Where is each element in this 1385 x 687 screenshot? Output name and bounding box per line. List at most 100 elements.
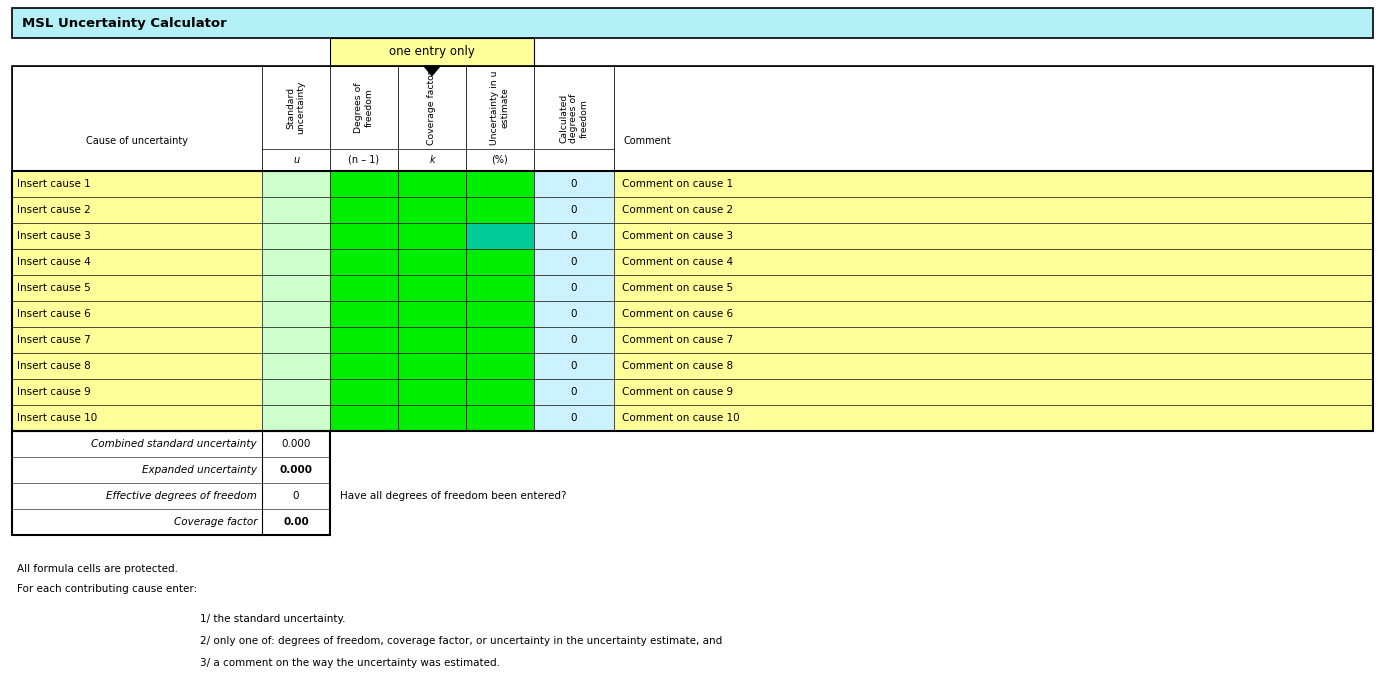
Text: Effective degrees of freedom: Effective degrees of freedom: [107, 491, 258, 501]
Text: Coverage factor: Coverage factor: [428, 70, 436, 145]
Text: (%): (%): [492, 155, 508, 165]
Bar: [465, 249, 535, 275]
Bar: [614, 405, 1373, 431]
Text: 0: 0: [571, 231, 578, 241]
Text: one entry only: one entry only: [389, 45, 475, 58]
Bar: [465, 197, 535, 223]
Text: Standard
uncertainty: Standard uncertainty: [287, 81, 306, 134]
Bar: [614, 197, 1373, 223]
Polygon shape: [424, 66, 440, 76]
Bar: [614, 249, 1373, 275]
Bar: [12, 66, 262, 171]
Bar: [12, 275, 262, 301]
Bar: [12, 353, 262, 379]
Bar: [12, 379, 262, 405]
Text: 0.00: 0.00: [283, 517, 309, 527]
Bar: [465, 223, 535, 249]
Text: 0: 0: [571, 205, 578, 215]
Bar: [262, 171, 330, 197]
Bar: [535, 275, 614, 301]
Text: 0: 0: [571, 283, 578, 293]
Bar: [330, 327, 397, 353]
Bar: [397, 405, 465, 431]
Text: Comment on cause 9: Comment on cause 9: [622, 387, 733, 397]
Text: Insert cause 6: Insert cause 6: [17, 309, 91, 319]
Bar: [465, 66, 535, 171]
Bar: [330, 223, 397, 249]
Bar: [262, 327, 330, 353]
Bar: [262, 223, 330, 249]
Bar: [330, 171, 397, 197]
Bar: [330, 275, 397, 301]
Bar: [465, 275, 535, 301]
Text: u: u: [294, 155, 299, 165]
Bar: [397, 249, 465, 275]
Bar: [12, 249, 262, 275]
Bar: [330, 301, 397, 327]
Text: 2/ only one of: degrees of freedom, coverage factor, or uncertainty in the uncer: 2/ only one of: degrees of freedom, cove…: [199, 636, 722, 646]
Text: Comment on cause 5: Comment on cause 5: [622, 283, 733, 293]
Bar: [535, 223, 614, 249]
Text: k: k: [429, 155, 435, 165]
Text: 0.000: 0.000: [281, 439, 310, 449]
Bar: [262, 66, 330, 171]
Bar: [614, 379, 1373, 405]
Bar: [465, 301, 535, 327]
Text: Comment on cause 1: Comment on cause 1: [622, 179, 733, 189]
Text: Insert cause 8: Insert cause 8: [17, 361, 91, 371]
Bar: [535, 327, 614, 353]
Text: 0.000: 0.000: [280, 465, 313, 475]
Bar: [330, 249, 397, 275]
Bar: [330, 197, 397, 223]
Text: Insert cause 4: Insert cause 4: [17, 257, 91, 267]
Text: 0: 0: [571, 335, 578, 345]
Bar: [397, 353, 465, 379]
Text: Cause of uncertainty: Cause of uncertainty: [86, 136, 188, 146]
Bar: [465, 379, 535, 405]
Text: Combined standard uncertainty: Combined standard uncertainty: [91, 439, 258, 449]
Bar: [535, 66, 614, 171]
Text: Comment on cause 8: Comment on cause 8: [622, 361, 733, 371]
Bar: [535, 171, 614, 197]
Bar: [397, 301, 465, 327]
Bar: [397, 327, 465, 353]
Bar: [330, 405, 397, 431]
Text: Expanded uncertainty: Expanded uncertainty: [143, 465, 258, 475]
Text: 3/ a comment on the way the uncertainty was estimated.: 3/ a comment on the way the uncertainty …: [199, 658, 500, 668]
Text: Insert cause 7: Insert cause 7: [17, 335, 91, 345]
Text: 0: 0: [571, 361, 578, 371]
Text: 0: 0: [571, 413, 578, 423]
Bar: [535, 405, 614, 431]
Bar: [330, 66, 397, 171]
Bar: [12, 66, 1373, 171]
Bar: [465, 353, 535, 379]
Bar: [262, 275, 330, 301]
Bar: [397, 171, 465, 197]
Bar: [262, 301, 330, 327]
Bar: [397, 66, 465, 171]
Text: Comment on cause 3: Comment on cause 3: [622, 231, 733, 241]
Bar: [12, 431, 330, 535]
Bar: [397, 379, 465, 405]
Text: (n – 1): (n – 1): [349, 155, 379, 165]
Bar: [12, 197, 262, 223]
Text: Comment on cause 7: Comment on cause 7: [622, 335, 733, 345]
Text: 0: 0: [292, 491, 299, 501]
Text: Comment: Comment: [625, 136, 672, 146]
Bar: [397, 197, 465, 223]
Bar: [262, 405, 330, 431]
Bar: [330, 353, 397, 379]
Bar: [465, 405, 535, 431]
Bar: [614, 66, 1373, 171]
Text: Insert cause 2: Insert cause 2: [17, 205, 91, 215]
Bar: [614, 223, 1373, 249]
Text: Comment on cause 6: Comment on cause 6: [622, 309, 733, 319]
Text: Comment on cause 10: Comment on cause 10: [622, 413, 740, 423]
Bar: [535, 353, 614, 379]
Bar: [614, 171, 1373, 197]
Text: 0: 0: [571, 387, 578, 397]
Text: 1/ the standard uncertainty.: 1/ the standard uncertainty.: [199, 614, 345, 624]
Text: Insert cause 9: Insert cause 9: [17, 387, 91, 397]
Text: Have all degrees of freedom been entered?: Have all degrees of freedom been entered…: [339, 491, 566, 501]
Bar: [535, 197, 614, 223]
